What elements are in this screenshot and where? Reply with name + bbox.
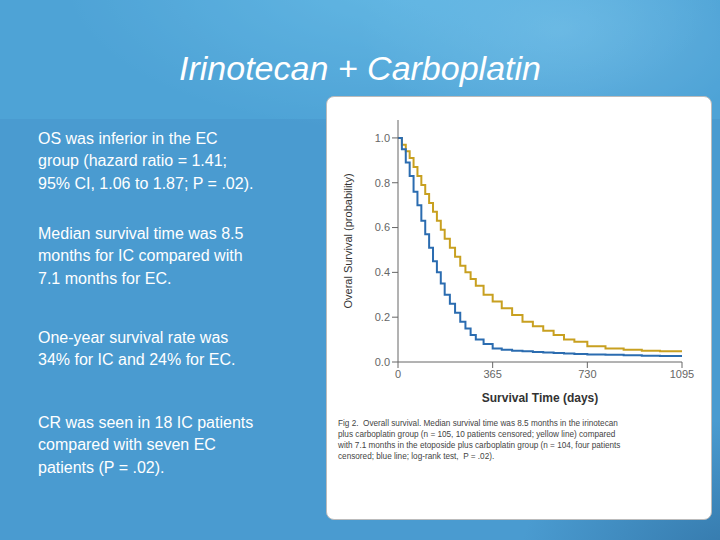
svg-text:730: 730 — [578, 368, 596, 380]
svg-text:Overal Survival (probability): Overal Survival (probability) — [342, 173, 354, 308]
svg-text:0.4: 0.4 — [375, 266, 390, 278]
html-text:Irinotecan + Carboplatin: Irinotecan + Carboplatin — [179, 49, 541, 87]
html-text:CR was seen in 18 IC patients: CR was seen in 18 IC patients compared w… — [38, 414, 254, 477]
svg-text:0.0: 0.0 — [375, 356, 390, 368]
svg-text:0.6: 0.6 — [375, 221, 390, 233]
html-text:Fig 2. Overall survival. Media: Fig 2. Overall survival. Median survival… — [338, 419, 621, 462]
svg-text:0: 0 — [395, 368, 401, 380]
svg-text:1.0: 1.0 — [375, 132, 390, 144]
html-text:Median survival time was 8.5 m: Median survival time was 8.5 months for … — [38, 225, 244, 288]
svg-text:365: 365 — [483, 368, 501, 380]
svg-text:1095: 1095 — [670, 368, 694, 380]
html-text:One-year survival rate was 34%: One-year survival rate was 34% for IC an… — [38, 328, 236, 368]
html-text:OS was inferior in the EC grou: OS was inferior in the EC group (hazard … — [38, 130, 254, 193]
svg-text:0.8: 0.8 — [375, 177, 390, 189]
svg-text:Survival Time (days): Survival Time (days) — [482, 391, 599, 405]
svg-text:0.2: 0.2 — [375, 311, 390, 323]
